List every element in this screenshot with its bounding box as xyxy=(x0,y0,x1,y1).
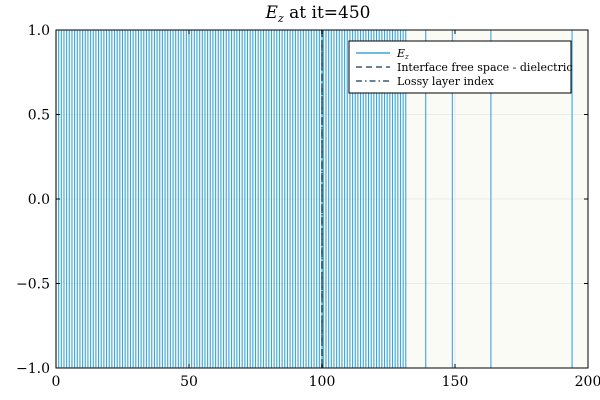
chart-title-subscript: z xyxy=(277,12,284,25)
y-tick-label: 0.0 xyxy=(28,192,50,208)
x-tick-label: 200 xyxy=(575,374,600,390)
axis-ticks: 0 50 100 150 200 −1.0 −0.5 0.0 0.5 1.0 xyxy=(16,23,600,390)
x-tick-label: 100 xyxy=(309,374,336,390)
y-tick-label: −1.0 xyxy=(16,361,50,377)
chart-title-main: E xyxy=(265,3,279,23)
y-tick-label: −0.5 xyxy=(16,277,50,293)
legend-label-ez-main: E xyxy=(396,47,405,60)
legend-label-ez: Ez xyxy=(396,47,409,61)
legend-label-lossy: Lossy layer index xyxy=(397,75,495,88)
legend-label-interface: Interface free space - dielectric xyxy=(397,61,573,74)
y-tick-label: 0.5 xyxy=(28,108,50,124)
legend: Ez Interface free space - dielectric Los… xyxy=(348,40,573,94)
chart-title-rest: at it=450 xyxy=(284,3,371,23)
x-tick-label: 0 xyxy=(52,374,61,390)
x-tick-label: 150 xyxy=(442,374,469,390)
legend-label-ez-sub: z xyxy=(404,53,409,61)
chart-title: Ez at it=450 xyxy=(265,3,371,25)
x-tick-label: 50 xyxy=(180,374,198,390)
y-tick-label: 1.0 xyxy=(28,23,50,39)
